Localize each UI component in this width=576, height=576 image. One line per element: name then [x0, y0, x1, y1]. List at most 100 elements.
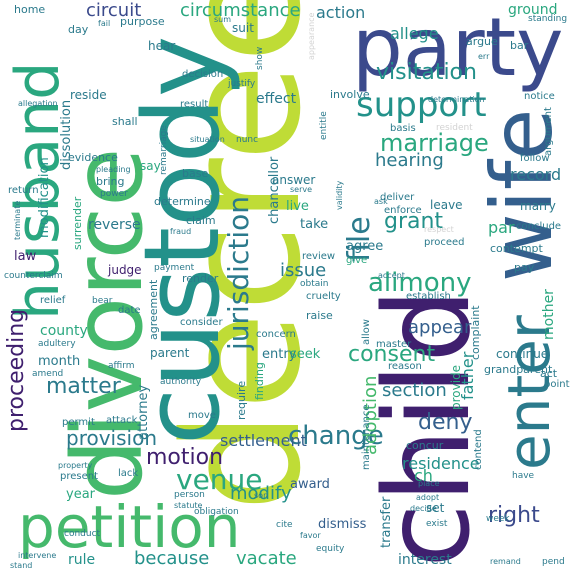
word-permit: permit: [62, 417, 95, 428]
word-validity: validity: [335, 180, 344, 210]
word-issue: issue: [280, 260, 327, 281]
word-award: award: [290, 477, 330, 492]
word-lack: lack: [118, 468, 139, 479]
word-petition: petition: [18, 493, 241, 561]
word-place: place: [418, 479, 440, 488]
word-dismiss: dismiss: [318, 517, 367, 532]
word-proceed: proceed: [424, 237, 465, 248]
word-counterclaim: counterclaim: [4, 271, 63, 281]
word-set: set: [426, 501, 445, 515]
word-require: require: [235, 380, 248, 420]
word-power: power: [100, 189, 128, 199]
word-allow: allow: [361, 319, 372, 345]
word-par: par: [488, 218, 515, 237]
word-change: change: [288, 421, 384, 451]
word-home: home: [14, 3, 46, 16]
word-interest: interest: [398, 552, 452, 568]
word-concur: concur: [406, 439, 444, 452]
word-seek: seek: [290, 347, 321, 362]
word-allege: allege: [390, 24, 439, 43]
word-obtain: obtain: [300, 279, 329, 289]
word-residence: residence: [402, 454, 480, 473]
word-situation: situation: [190, 135, 225, 144]
word-consent: consent: [348, 342, 436, 367]
word-act: act: [540, 367, 558, 380]
word-action: action: [316, 3, 366, 22]
word-motion: motion: [146, 445, 224, 470]
word-payment: payment: [154, 263, 195, 273]
word-argue: argue: [466, 35, 498, 48]
word-transfer: transfer: [379, 496, 394, 548]
word-bear: bear: [92, 296, 113, 306]
word-parent: parent: [150, 346, 190, 360]
word-review: review: [302, 251, 336, 262]
word-argument: argument: [543, 107, 554, 156]
word-give: give: [346, 255, 368, 266]
word-effect: effect: [256, 91, 297, 107]
word-amend: amend: [32, 369, 64, 379]
word-alimony: alimony: [368, 268, 472, 298]
word-move: move: [188, 410, 216, 421]
word-grandparent: grandparent: [484, 363, 553, 376]
word-maintenance: maintenance: [361, 404, 372, 470]
word-conduct: conduct: [64, 529, 101, 539]
word-circumstance: circumstance: [180, 0, 301, 21]
word-deliver: deliver: [380, 192, 415, 203]
word-attack: attack: [106, 415, 138, 426]
word-cruelty: cruelty: [306, 291, 341, 302]
word-take: take: [300, 217, 329, 232]
word-have: have: [512, 471, 535, 481]
word-standing: standing: [528, 14, 568, 24]
word-allegation: allegation: [18, 99, 58, 108]
word-provision: provision: [66, 426, 157, 450]
word-answer: answer: [272, 173, 316, 187]
word-mother: mother: [541, 289, 557, 340]
word-party: party: [352, 1, 564, 94]
word-month: month: [38, 354, 81, 369]
word-jurisdiction: jurisdiction: [222, 196, 255, 350]
word-intervene: intervene: [18, 551, 57, 560]
word-day: day: [68, 23, 89, 36]
word-venue: venue: [176, 463, 263, 496]
word-marriage: marriage: [380, 129, 489, 157]
word-serve: serve: [290, 185, 313, 194]
word-claim: claim: [186, 214, 216, 227]
word-adultery: adultery: [38, 339, 76, 349]
word-property: property: [58, 461, 93, 470]
word-authority: authority: [160, 377, 202, 387]
word-date: date: [118, 305, 141, 316]
word-marry: marry: [520, 199, 556, 213]
word-shall: shall: [112, 115, 138, 128]
word-determine: determine: [154, 195, 211, 208]
word-vacate: vacate: [236, 548, 297, 569]
word-person: person: [174, 490, 205, 500]
word-bar: bar: [510, 39, 529, 52]
word-obligation: obligation: [194, 507, 239, 517]
word-proceeding: proceeding: [4, 308, 29, 432]
word-finding: finding: [253, 362, 266, 400]
word-sum: sum: [214, 15, 232, 24]
word-point: point: [544, 379, 570, 390]
word-modify: modify: [230, 483, 292, 504]
word-provide: provide: [449, 364, 463, 410]
word-relief: relief: [40, 295, 66, 306]
word-bring: bring: [96, 175, 125, 188]
word-right: right: [488, 503, 540, 528]
word-entry: entry: [262, 347, 297, 362]
word-stand: stand: [10, 561, 33, 570]
word-contend: contend: [473, 429, 484, 470]
word-pend: pend: [542, 557, 565, 567]
word-establish: establish: [406, 291, 451, 302]
word-remarriage: remarriage: [159, 125, 169, 175]
word-suit: suit: [232, 21, 254, 35]
word-decision: decision: [182, 69, 224, 80]
word-circuit: circuit: [86, 0, 142, 21]
word-agree: agree: [346, 239, 384, 254]
word-complaint: complaint: [469, 305, 482, 360]
word-surrender: surrender: [71, 196, 84, 250]
word-raise: raise: [306, 309, 333, 322]
word-hear: hear: [148, 39, 176, 53]
word-leave: leave: [430, 198, 463, 212]
word-year: year: [66, 487, 96, 502]
